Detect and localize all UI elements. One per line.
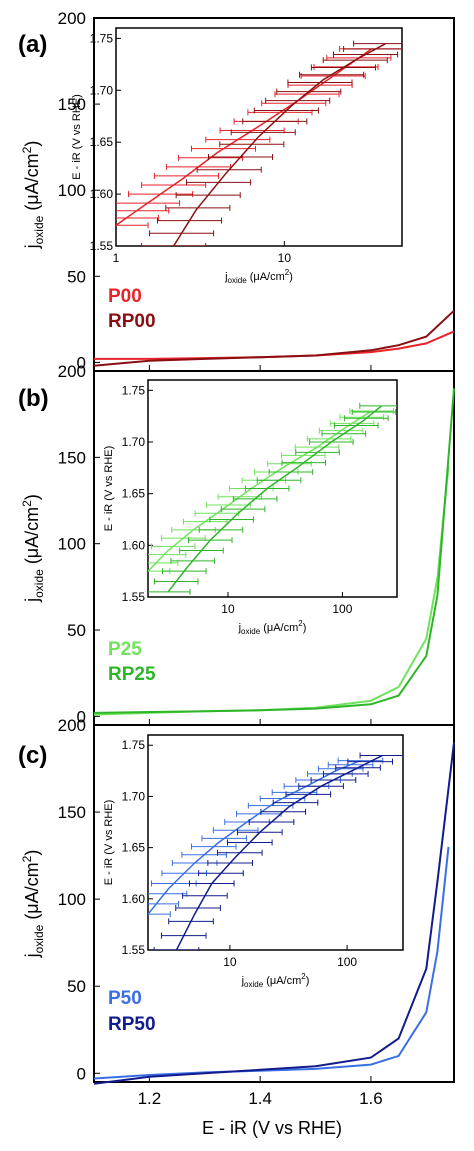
legend-rp-label: RP25 <box>108 664 156 685</box>
legend-p-label: P50 <box>108 988 142 1009</box>
y-tick-label: 150 <box>58 448 86 467</box>
y-tick-label: 0 <box>77 707 86 726</box>
legend-rp-label: RP00 <box>108 311 156 332</box>
y-axis-title: joxide (μA/cm2) <box>20 494 46 603</box>
legend-rp-label: RP50 <box>108 1014 156 1035</box>
inset-data-group <box>148 752 403 950</box>
legend-p-label: P25 <box>108 639 142 660</box>
inset-x-tick-label: 10 <box>221 602 235 616</box>
y-tick-label: 100 <box>58 181 86 200</box>
inset-y-tick-label: 1.60 <box>122 892 146 906</box>
inset-y-tick-label: 1.55 <box>122 590 146 604</box>
y-tick-label: 50 <box>67 621 86 640</box>
panel-c-label: (c) <box>18 742 47 769</box>
inset-x-tick-label: 10 <box>278 251 292 265</box>
x-tick-label: 1.2 <box>138 1089 162 1108</box>
y-tick-label: 200 <box>58 362 86 381</box>
y-tick-label: 150 <box>58 95 86 114</box>
inset-y-tick-label: 1.70 <box>90 83 114 97</box>
y-tick-label: 200 <box>58 716 86 735</box>
inset-y-tick-label: 1.65 <box>122 487 146 501</box>
y-tick-label: 50 <box>67 267 86 286</box>
y-tick-label: 100 <box>58 535 86 554</box>
y-tick-label: 0 <box>77 353 86 372</box>
y-axis-title: joxide (μA/cm2) <box>20 141 46 250</box>
inset-y-tick-label: 1.60 <box>122 538 146 552</box>
inset-x-tick-label: 100 <box>332 602 352 616</box>
inset-x-axis-title: joxide (μA/cm2) <box>224 268 293 285</box>
inset-y-tick-label: 1.65 <box>90 135 114 149</box>
series-line-rp50 <box>93 742 455 1085</box>
inset-x-tick-label: 100 <box>337 955 357 969</box>
y-tick-label: 200 <box>58 9 86 28</box>
panel-b-label: (b) <box>18 385 49 412</box>
plot-frame <box>93 724 455 1083</box>
inset-y-tick-label: 1.55 <box>122 943 146 957</box>
inset-x-axis-title: joxide (μA/cm2) <box>241 972 310 989</box>
inset-y-tick-label: 1.60 <box>90 187 114 201</box>
y-tick-label: 100 <box>58 890 86 909</box>
x-tick-label: 1.4 <box>248 1089 272 1108</box>
inset-frame <box>147 734 404 951</box>
panel-a-label: (a) <box>18 31 47 58</box>
y-tick-label: 0 <box>77 1064 86 1083</box>
x-axis-title: E - iR (V vs RHE) <box>202 1118 342 1138</box>
inset-plot: 1.55 1.60 1.65 1.70 1.75 10 100 E - iR (V vs RH… <box>103 379 398 636</box>
inset-y-tick-label: 1.65 <box>122 841 146 855</box>
x-tick-label: 1.6 <box>359 1089 383 1108</box>
inset-y-tick-label: 1.75 <box>122 383 146 397</box>
inset-y-tick-label: 1.55 <box>90 239 114 253</box>
panel-b: (b) P25 RP25 0 50 100 150 200 joxide (μA/cm2)… <box>18 362 455 726</box>
inset-y-axis-title: E - iR (V vs RHE) <box>103 446 115 532</box>
panel-c: (c) P50 RP50 0 50 100 150 200 joxide (μA/cm2)… <box>18 716 455 1085</box>
series-line-rp00 <box>93 309 455 367</box>
inset-y-tick-label: 1.75 <box>122 738 146 752</box>
inset-y-tick-label: 1.70 <box>122 435 146 449</box>
y-tick-label: 150 <box>58 803 86 822</box>
inset-x-tick-label: 1 <box>113 251 120 265</box>
inset-y-tick-label: 1.75 <box>90 31 114 45</box>
inset-x-axis-title: joxide (μA/cm2) <box>238 619 307 636</box>
inset-y-axis-title: E - iR (V vs RHE) <box>71 94 83 180</box>
series-line-p50 <box>93 846 450 1080</box>
legend-p-label: P00 <box>108 286 142 307</box>
inset-plot: 1.55 1.60 1.65 1.70 1.75 1 10 E - iR (V vs RHE)… <box>71 27 403 285</box>
inset-data-group <box>116 40 402 246</box>
inset-data-group <box>148 402 397 595</box>
series-line-rp25 <box>93 388 455 714</box>
inset-y-tick-label: 1.70 <box>122 789 146 803</box>
panel-a: (a) P00 RP00 0 50 100 150 200 joxide (μA/cm2)… <box>18 9 455 372</box>
inset-y-axis-title: E - iR (V vs RHE) <box>103 800 115 886</box>
y-tick-label: 50 <box>67 977 86 996</box>
x-tick-labels: 1.2 1.4 1.6 <box>138 1089 383 1108</box>
inset-plot: 1.55 1.60 1.65 1.70 1.75 10 100 E - iR (V vs RH… <box>103 734 404 989</box>
y-axis-title: joxide (μA/cm2) <box>20 850 46 959</box>
inset-x-tick-label: 10 <box>223 955 237 969</box>
